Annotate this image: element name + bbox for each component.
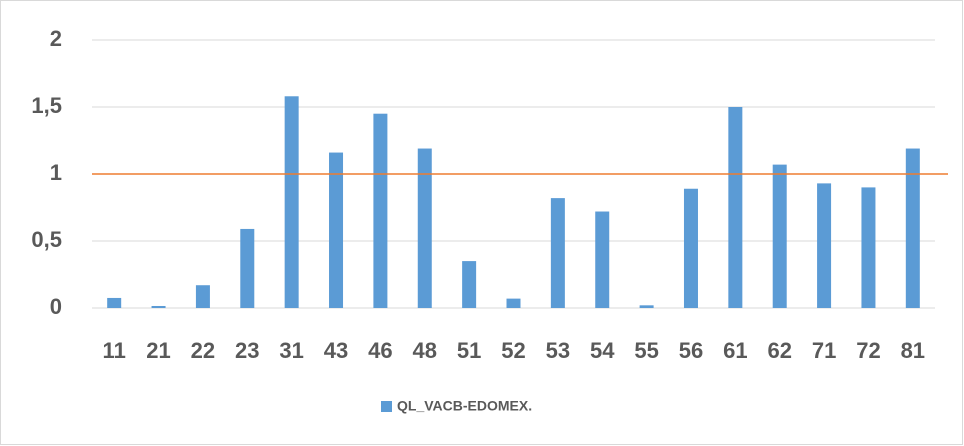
y-tick-label: 0 — [50, 294, 62, 319]
x-tick-label: 62 — [767, 338, 791, 363]
y-tick-label: 0,5 — [31, 227, 62, 252]
bar — [373, 113, 388, 308]
x-tick-label: 46 — [368, 338, 392, 363]
y-tick-label: 1,5 — [31, 93, 62, 118]
x-tick-label: 71 — [812, 338, 836, 363]
x-tick-label: 56 — [679, 338, 703, 363]
legend-label: QL_VACB-EDOMEX. — [397, 398, 532, 414]
x-tick-label: 51 — [457, 338, 481, 363]
x-tick-label: 54 — [590, 338, 615, 363]
bar — [683, 188, 698, 308]
x-tick-label: 21 — [146, 338, 170, 363]
bar — [195, 285, 210, 308]
bar — [107, 297, 122, 308]
bar — [462, 261, 477, 308]
bar — [284, 96, 299, 308]
x-tick-label: 52 — [501, 338, 525, 363]
bar — [550, 198, 565, 308]
bar — [772, 164, 787, 308]
bar — [728, 107, 743, 308]
bar — [151, 305, 166, 308]
bar — [506, 298, 521, 308]
bar — [817, 183, 832, 308]
bar — [595, 211, 610, 308]
x-tick-label: 23 — [235, 338, 259, 363]
x-tick-label: 31 — [279, 338, 303, 363]
legend-swatch — [381, 401, 392, 412]
x-tick-label: 72 — [856, 338, 880, 363]
x-tick-label: 22 — [191, 338, 215, 363]
bar — [639, 305, 654, 308]
x-tick-label: 81 — [901, 338, 925, 363]
y-tick-label: 2 — [50, 26, 62, 51]
x-tick-label: 48 — [413, 338, 437, 363]
bar — [861, 187, 876, 308]
x-tick-label: 53 — [546, 338, 570, 363]
x-tick-label: 55 — [634, 338, 658, 363]
bar — [905, 148, 920, 308]
bar — [240, 228, 255, 308]
bar — [417, 148, 432, 308]
x-tick-label: 11 — [103, 338, 126, 363]
x-tick-label: 43 — [324, 338, 348, 363]
x-tick-label: 61 — [723, 338, 747, 363]
y-tick-label: 1 — [50, 160, 62, 185]
bar — [329, 152, 344, 308]
